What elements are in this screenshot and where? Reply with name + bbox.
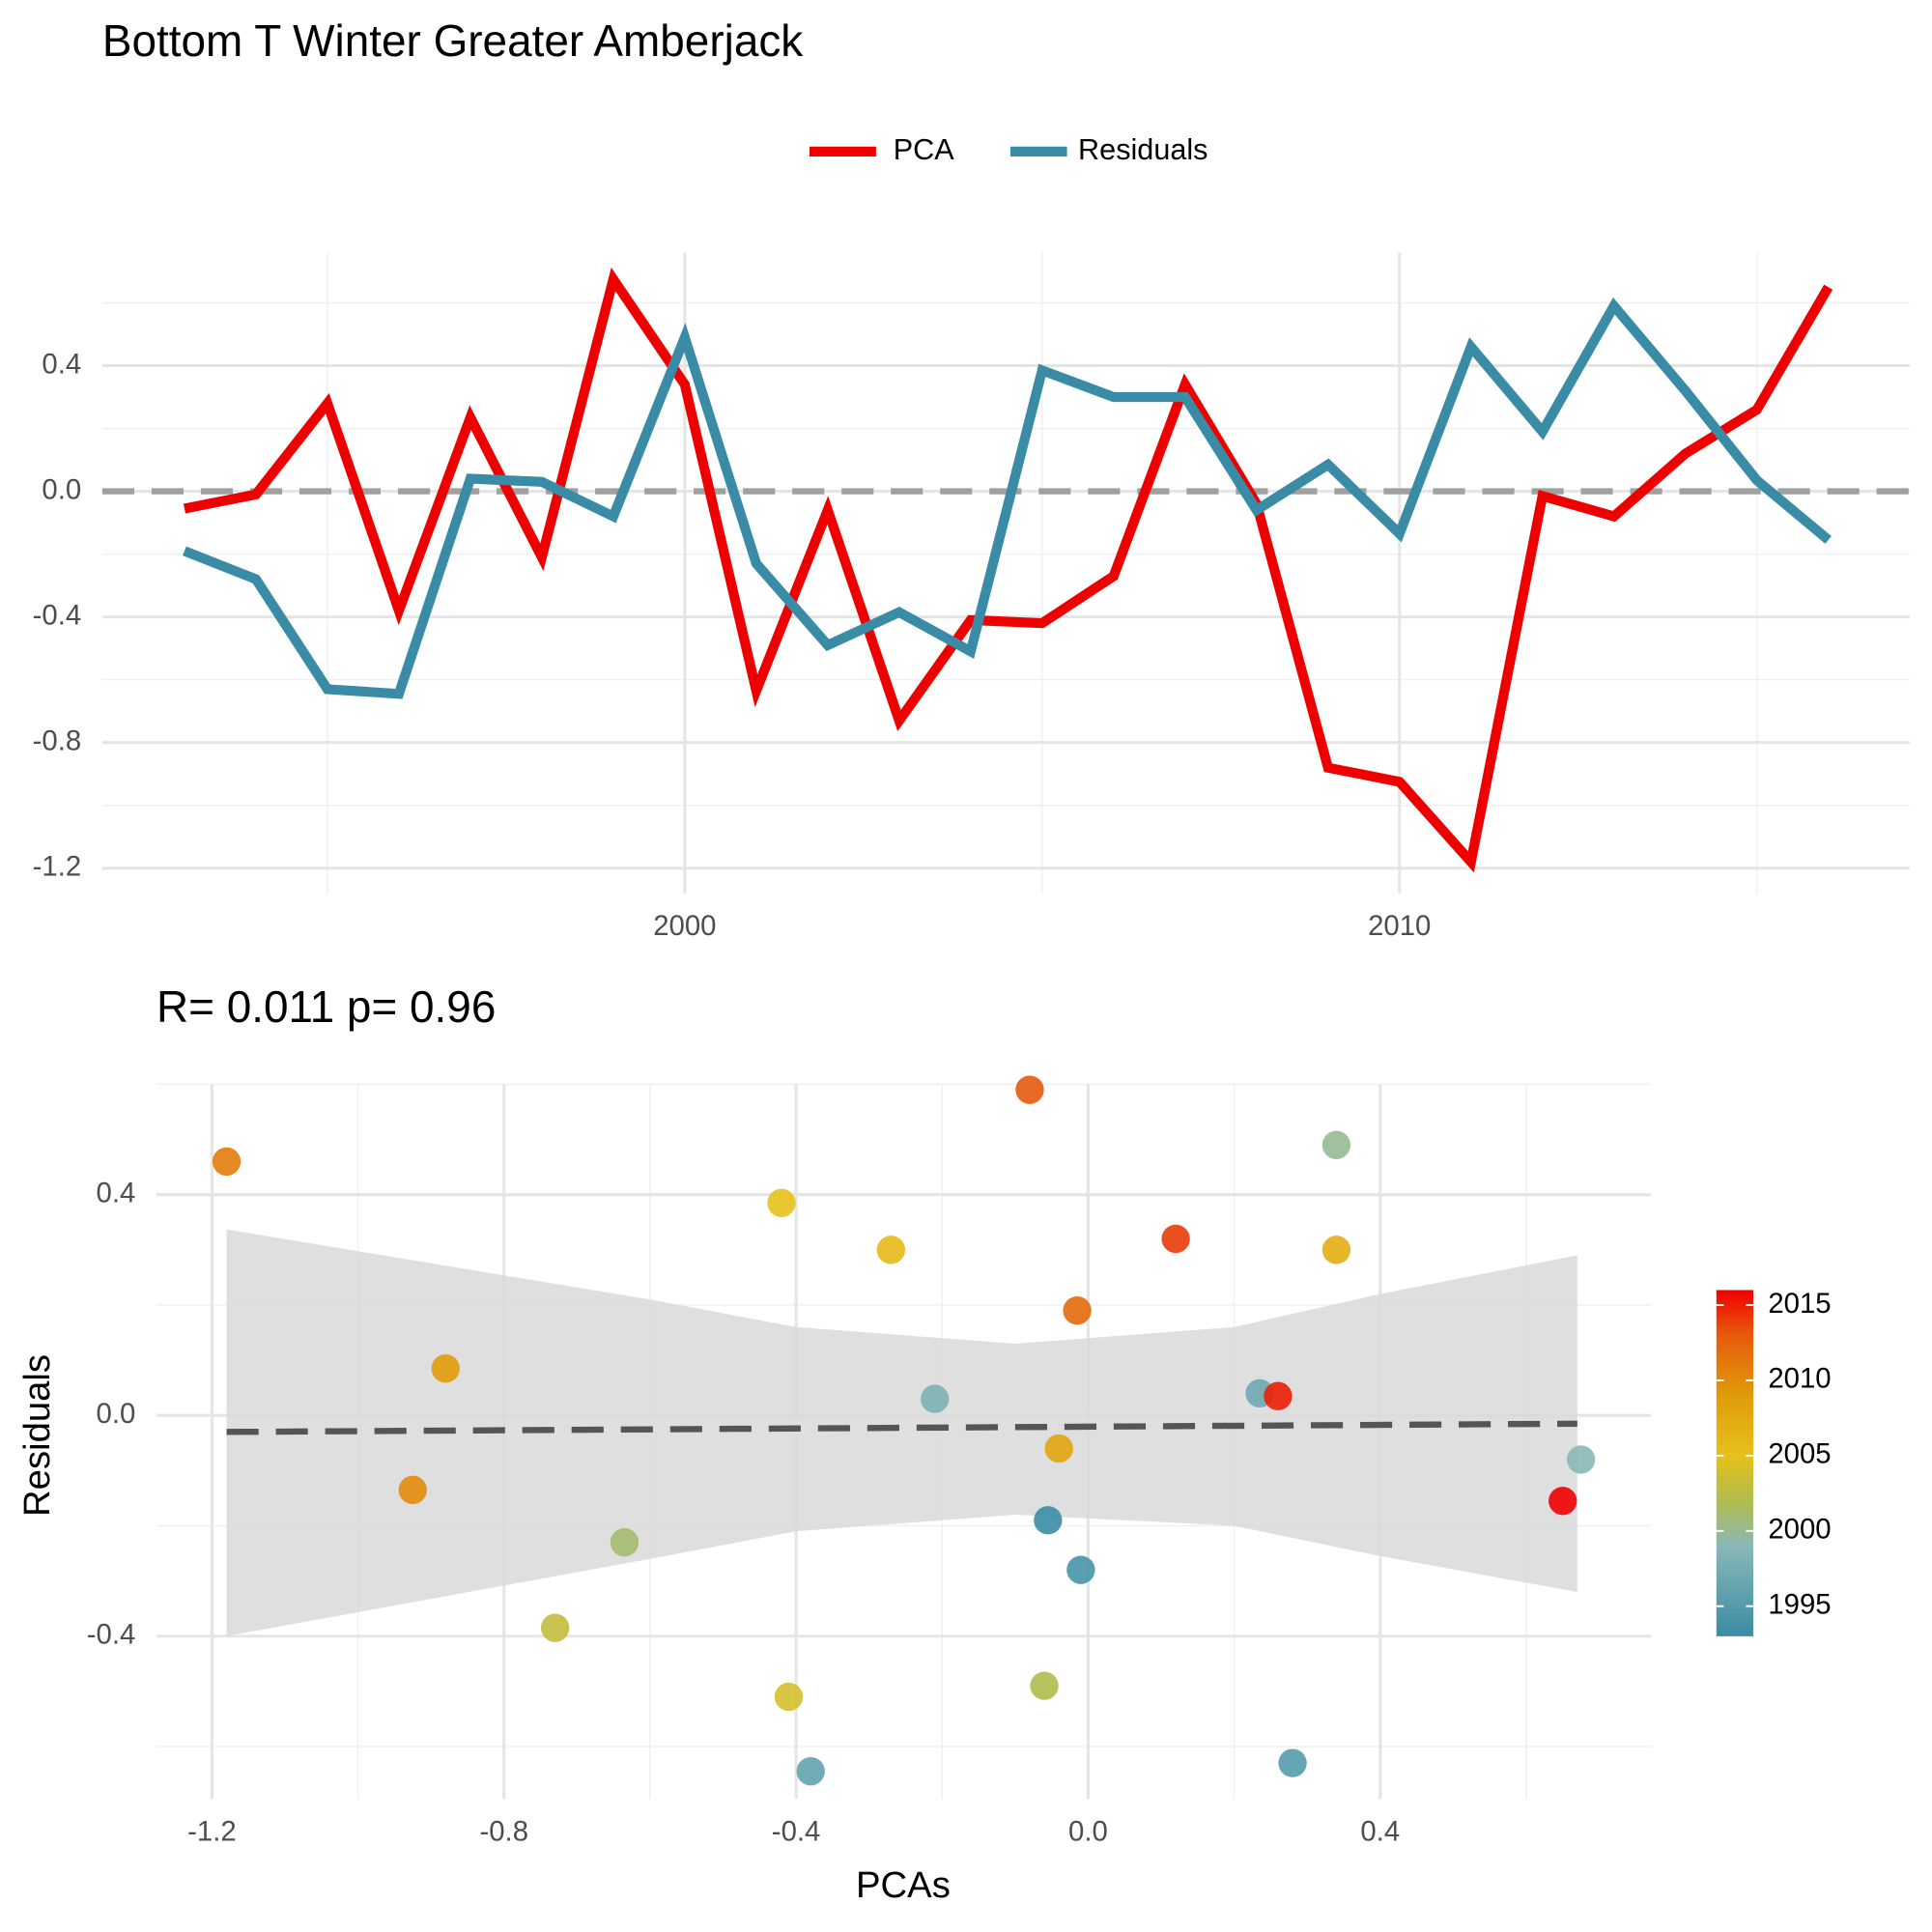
- scatter-point: [1066, 1555, 1095, 1584]
- scatter-point: [1321, 1236, 1351, 1264]
- scatter-point: [1044, 1434, 1073, 1463]
- scatter-point: [1321, 1130, 1351, 1159]
- scatter-point: [767, 1188, 796, 1217]
- scatter-point: [1161, 1224, 1190, 1254]
- x-tick-label: 2000: [653, 910, 716, 942]
- y-axis-label: Residuals: [16, 1354, 58, 1517]
- legend-label: PCA: [894, 133, 955, 166]
- chart-subtitle: R= 0.011 p= 0.96: [156, 981, 496, 1032]
- y-tick-label: -0.4: [87, 1618, 136, 1650]
- colorbar: [1716, 1290, 1754, 1636]
- scatter-point: [1034, 1506, 1063, 1535]
- x-axis-label: PCAs: [856, 1864, 951, 1906]
- scatter-point: [398, 1475, 427, 1505]
- scatter-point: [1278, 1748, 1307, 1777]
- scatter-point: [1264, 1381, 1293, 1410]
- y-tick-label: 0.4: [42, 348, 81, 380]
- data-line: [183, 267, 1833, 873]
- fit-line: [226, 1420, 1577, 1435]
- scatter-point: [1015, 1075, 1044, 1104]
- confidence-band: [226, 1229, 1577, 1636]
- scatter-point: [1063, 1296, 1092, 1325]
- x-tick-label: -1.2: [187, 1816, 237, 1848]
- scatter-point: [1548, 1487, 1577, 1516]
- scatter-point: [876, 1236, 906, 1264]
- scatter-point: [541, 1613, 570, 1642]
- x-tick-label: -0.4: [772, 1816, 821, 1848]
- scatter-point: [610, 1527, 639, 1557]
- scatter-point: [774, 1682, 804, 1712]
- scatter-point: [212, 1147, 242, 1177]
- chart-title: Bottom T Winter Greater Amberjack: [102, 15, 804, 66]
- y-tick-label: -1.2: [33, 850, 82, 882]
- colorbar-label: 2000: [1768, 1514, 1831, 1546]
- scatter-point: [1566, 1445, 1596, 1474]
- colorbar-label: 2005: [1768, 1438, 1831, 1470]
- scatter-point: [1030, 1671, 1059, 1700]
- colorbar-label: 2010: [1768, 1363, 1831, 1395]
- y-tick-label: -0.4: [33, 599, 82, 631]
- scatter-point: [431, 1353, 460, 1383]
- y-tick-label: -0.8: [33, 724, 82, 756]
- y-tick-label: 0.0: [42, 473, 81, 505]
- data-line: [183, 297, 1832, 699]
- x-tick-label: 0.4: [1360, 1816, 1400, 1848]
- x-tick-label: 0.0: [1068, 1816, 1108, 1848]
- x-tick-label: 2010: [1368, 910, 1431, 942]
- x-tick-label: -0.8: [479, 1816, 528, 1848]
- y-tick-label: 0.4: [97, 1177, 136, 1208]
- y-tick-label: 0.0: [97, 1398, 136, 1430]
- legend-label: Residuals: [1078, 133, 1208, 166]
- colorbar-label: 1995: [1768, 1588, 1831, 1620]
- scatter-point: [921, 1384, 950, 1413]
- colorbar-label: 2015: [1768, 1288, 1831, 1320]
- scatter-point: [796, 1757, 825, 1786]
